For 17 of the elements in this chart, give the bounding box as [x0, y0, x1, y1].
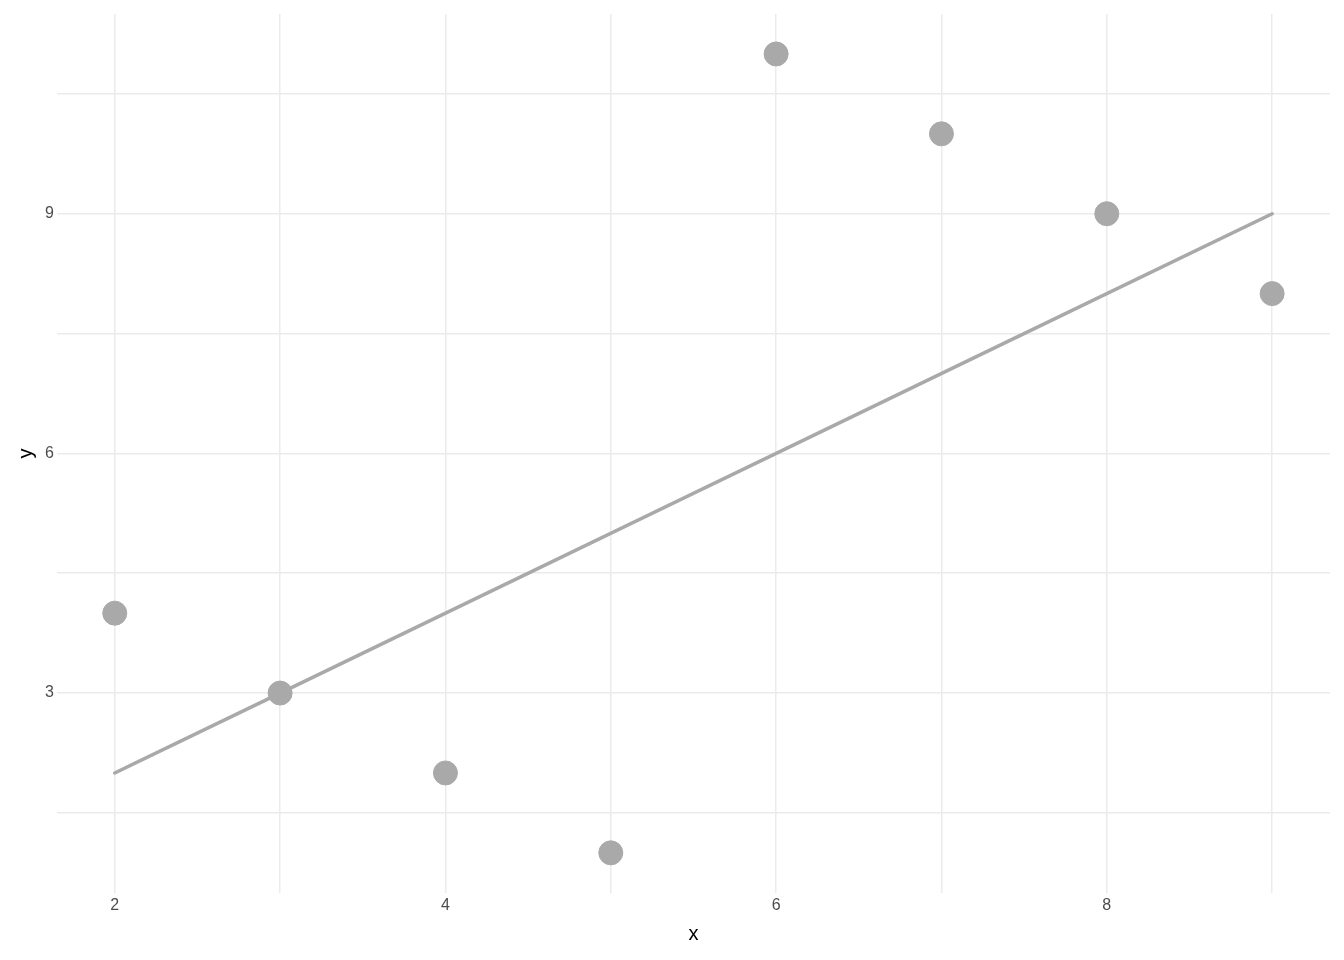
point: [598, 840, 624, 866]
point: [267, 680, 293, 706]
x-tick-label: 6: [771, 895, 781, 913]
y-tick-label: 9: [44, 204, 54, 222]
x-axis-title: x: [688, 921, 699, 944]
x-tick-label: 4: [440, 895, 450, 913]
point: [928, 121, 954, 147]
point: [763, 41, 789, 67]
y-axis-title: y: [13, 448, 36, 459]
point: [432, 760, 458, 786]
x-tick-label: 8: [1102, 895, 1112, 913]
point: [102, 600, 128, 626]
point: [1094, 201, 1120, 227]
y-tick-label: 3: [44, 683, 54, 701]
y-tick-label: 6: [44, 443, 54, 461]
x-tick-label: 2: [110, 895, 120, 913]
point: [1259, 281, 1285, 307]
